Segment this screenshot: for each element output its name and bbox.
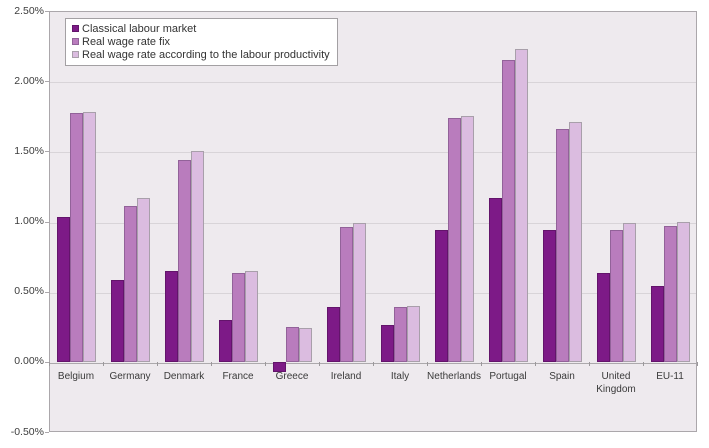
- bar-denmark: [190, 151, 204, 362]
- x-axis-category-label: Greece: [275, 370, 309, 382]
- x-axis-category-label: Italy: [390, 370, 410, 382]
- x-axis-category-label: Portugal: [489, 370, 527, 382]
- bar-united-kingdom: [609, 229, 623, 362]
- x-axis-category-label: Denmark: [163, 370, 205, 382]
- bar-united-kingdom: [596, 273, 610, 362]
- bar-italy: [380, 325, 394, 362]
- bar-netherlands: [460, 116, 474, 362]
- x-axis-tick: [535, 361, 536, 366]
- x-axis-category-label: Spain: [549, 370, 575, 382]
- y-axis-tick-label: 0.00%: [14, 355, 44, 368]
- bar-belgium: [56, 217, 70, 362]
- x-axis-tick: [589, 361, 590, 366]
- y-axis-tick: [45, 221, 49, 223]
- y-axis-tick: [45, 432, 49, 433]
- bar-belgium: [69, 113, 83, 362]
- bar-portugal: [514, 48, 528, 362]
- bar-germany: [110, 280, 124, 362]
- bar-eu-11: [650, 286, 664, 362]
- x-axis-tick: [157, 361, 158, 366]
- y-axis-tick-label: 1.00%: [14, 215, 44, 227]
- y-axis-tick-label: 1.50%: [14, 144, 44, 157]
- gridline: [50, 82, 696, 84]
- legend-item-classical: Classical labour market: [72, 22, 330, 35]
- x-axis-category-label: Ireland: [330, 370, 362, 382]
- bar-france: [218, 319, 232, 362]
- bar-denmark: [164, 270, 178, 362]
- bar-ireland: [326, 307, 340, 362]
- x-axis-tick: [427, 361, 428, 366]
- bar-greece: [298, 328, 312, 362]
- x-axis-tick: [373, 361, 374, 366]
- gridline: [50, 222, 696, 224]
- bar-belgium: [82, 112, 96, 362]
- x-axis-category-label: United Kingdom: [596, 370, 636, 395]
- gridline: [50, 152, 696, 154]
- bar-spain: [568, 121, 582, 362]
- legend-swatch-icon: [72, 38, 79, 45]
- bar-netherlands: [434, 229, 448, 362]
- bar-denmark: [177, 159, 191, 362]
- bar-germany: [123, 206, 137, 362]
- legend-item-productivity: Real wage rate according to the labour p…: [72, 48, 330, 61]
- y-axis-tick-label: -0.50%: [10, 425, 44, 438]
- y-axis-tick: [45, 151, 49, 153]
- bar-greece: [272, 361, 286, 372]
- y-axis-tick-label: 2.50%: [14, 4, 44, 17]
- y-axis-tick-label: 2.00%: [14, 74, 44, 87]
- legend-label: Classical labour market: [82, 22, 197, 35]
- bar-ireland: [352, 222, 366, 362]
- x-axis-category-label: Belgium: [57, 370, 95, 382]
- legend-label: Real wage rate fix: [82, 35, 171, 48]
- legend-swatch-icon: [72, 25, 79, 32]
- bar-germany: [136, 197, 150, 362]
- y-axis-tick: [45, 81, 49, 83]
- x-axis-category-label: Germany: [109, 370, 151, 382]
- bar-portugal: [501, 60, 515, 362]
- bar-ireland: [339, 227, 353, 362]
- x-axis-tick: [211, 361, 212, 366]
- legend-label: Real wage rate according to the labour p…: [82, 48, 330, 61]
- bar-eu-11: [663, 225, 677, 362]
- bar-france: [231, 273, 245, 362]
- y-axis-tick: [45, 11, 49, 12]
- x-axis-category-label: EU-11: [656, 370, 684, 382]
- x-axis-tick: [643, 361, 644, 366]
- legend-item-wage-fix: Real wage rate fix: [72, 35, 330, 48]
- bar-united-kingdom: [622, 222, 636, 362]
- x-axis-tick: [103, 361, 104, 366]
- x-axis-tick: [319, 361, 320, 366]
- legend: Classical labour market Real wage rate f…: [65, 18, 338, 66]
- x-axis-tick: [481, 361, 482, 366]
- x-axis-tick: [697, 361, 698, 366]
- bar-italy: [393, 307, 407, 362]
- bar-spain: [542, 229, 556, 362]
- x-axis-tick: [49, 361, 50, 366]
- y-axis-tick-label: 0.50%: [14, 285, 44, 298]
- legend-swatch-icon: [72, 51, 79, 58]
- x-axis-category-label: France: [222, 370, 254, 382]
- bar-italy: [406, 305, 420, 362]
- bar-eu-11: [676, 221, 690, 362]
- y-axis-tick: [45, 361, 49, 363]
- bar-spain: [555, 128, 569, 362]
- y-axis-tick: [45, 291, 49, 293]
- gridline: [50, 292, 696, 294]
- x-axis-tick: [265, 361, 266, 366]
- x-axis-category-label: Netherlands: [427, 370, 481, 382]
- bar-netherlands: [447, 117, 461, 362]
- bar-portugal: [488, 197, 502, 362]
- bar-greece: [285, 326, 299, 362]
- bar-france: [244, 270, 258, 362]
